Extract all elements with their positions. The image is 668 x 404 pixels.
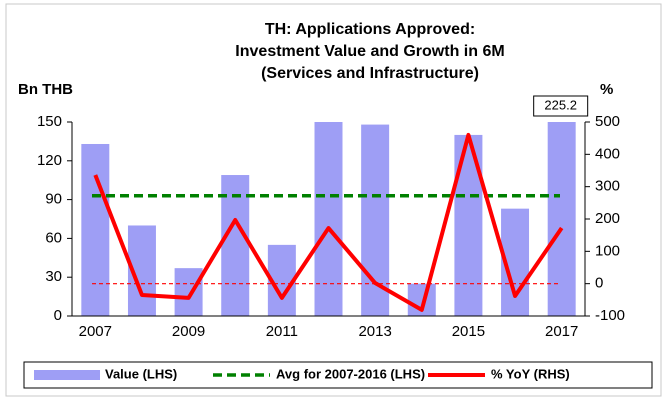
legend-label: % YoY (RHS)	[491, 366, 570, 381]
value-label: 225.2	[544, 97, 577, 112]
legend-label: Avg for 2007-2016 (LHS)	[276, 366, 425, 381]
y-tick-label: 150	[37, 113, 62, 130]
bar	[221, 175, 250, 316]
x-tick-label: 2013	[358, 323, 391, 340]
title-line: (Services and Infrastructure)	[261, 65, 479, 82]
y-tick-label: 60	[45, 229, 62, 246]
y2-tick-label: 0	[595, 275, 603, 292]
y2-tick-label: 400	[595, 145, 620, 162]
y2-tick-label: -100	[595, 307, 625, 324]
x-tick-label: 2015	[452, 323, 485, 340]
y2-tick-label: 100	[595, 242, 620, 259]
y2-tick-label: 200	[595, 210, 620, 227]
bar	[81, 143, 110, 316]
legend-swatch	[34, 370, 100, 380]
bar	[314, 122, 343, 316]
y-tick-label: 90	[45, 191, 62, 208]
bar	[547, 122, 576, 316]
title-line: Investment Value and Growth in 6M	[235, 43, 504, 60]
legend-box	[23, 361, 653, 389]
y-tick-label: 120	[37, 152, 62, 169]
y2-axis-label: %	[600, 81, 613, 98]
y-axis-label: Bn THB	[18, 81, 73, 98]
legend-label: Value (LHS)	[105, 366, 177, 381]
y-tick-label: 0	[54, 307, 62, 324]
y-tick-label: 30	[45, 268, 62, 285]
x-tick-label: 2011	[266, 323, 298, 340]
x-tick-label: 2017	[545, 323, 578, 340]
yoy-line	[93, 132, 564, 312]
value-label-box	[533, 95, 589, 117]
y2-tick-label: 500	[595, 113, 620, 130]
x-tick-label: 2007	[79, 323, 112, 340]
x-tick-label: 2009	[172, 323, 205, 340]
title-line: TH: Applications Approved:	[265, 21, 475, 38]
y2-tick-label: 300	[595, 178, 620, 195]
bar	[174, 268, 203, 316]
